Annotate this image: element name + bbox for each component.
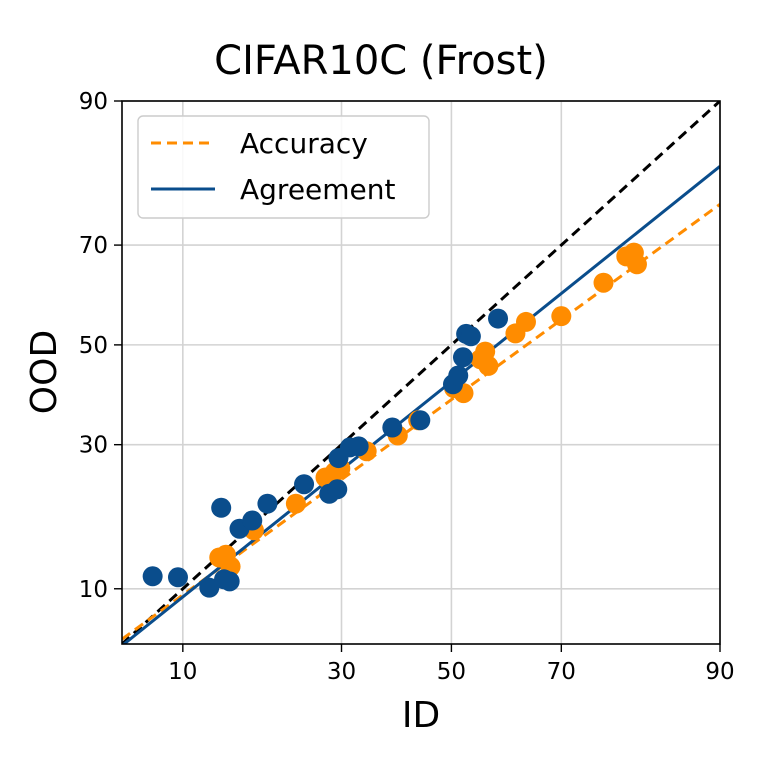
accuracy-point [515, 311, 536, 332]
agreement-point [452, 347, 473, 368]
legend-accuracy-label: Accuracy [240, 127, 368, 160]
x-tick-label: 50 [437, 659, 466, 685]
y-tick-label: 90 [79, 89, 108, 115]
x-axis-label: ID [402, 695, 440, 736]
agreement-point [448, 365, 469, 386]
y-tick-label: 50 [79, 333, 108, 359]
y-tick-label: 70 [79, 233, 108, 259]
agreement-point [199, 577, 220, 598]
agreement-point [142, 566, 163, 587]
agreement-point [382, 417, 403, 438]
accuracy-point [551, 306, 572, 327]
agreement-point [294, 474, 315, 495]
accuracy-point [593, 272, 614, 293]
plot-frame [121, 100, 721, 645]
accuracy-point [285, 493, 306, 514]
x-tick-label: 10 [168, 659, 197, 685]
y-tick-label: 30 [79, 433, 108, 459]
x-tick-label: 30 [327, 659, 356, 685]
x-tick-label: 70 [547, 659, 576, 685]
agreement-point [257, 493, 278, 514]
x-tick-label: 90 [705, 659, 734, 685]
y-axis-label: OOD [24, 330, 65, 414]
y-tick-label: 10 [79, 577, 108, 603]
agreement-point [348, 436, 369, 457]
chart-title: CIFAR10C (Frost) [214, 38, 548, 84]
agreement-point [410, 410, 431, 431]
legend: Accuracy Agreement [137, 115, 430, 219]
agreement-point [327, 479, 348, 500]
x-axis-ticks: 10 30 50 70 90 [168, 644, 735, 685]
data-points [142, 242, 647, 598]
agreement-point [460, 326, 481, 347]
agreement-point [167, 567, 188, 588]
agreement-point [242, 510, 263, 531]
agreement-point [219, 571, 240, 592]
accuracy-point [626, 254, 647, 275]
agreement-point [211, 497, 232, 518]
agreement-point [488, 308, 509, 329]
agreement-fit-line [122, 165, 720, 644]
legend-box [137, 115, 430, 219]
y-axis-ticks: 10 30 50 70 90 [79, 89, 122, 603]
legend-agreement-label: Agreement [240, 173, 396, 206]
accuracy-point [478, 355, 499, 376]
